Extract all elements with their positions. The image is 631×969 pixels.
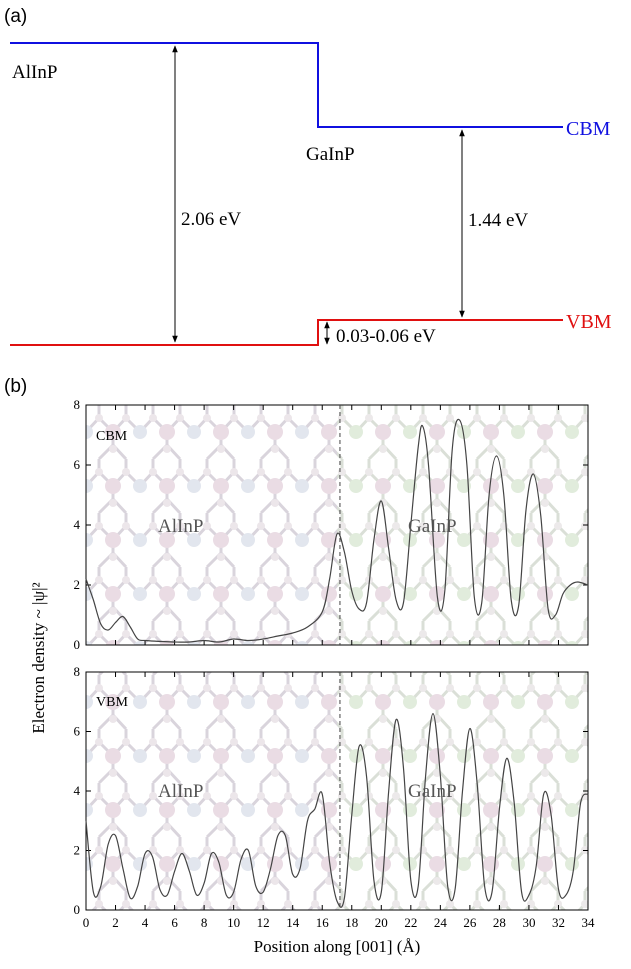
top-ytick-label: 8 <box>74 397 81 412</box>
alinp-gap-value: 2.06 eV <box>181 209 241 230</box>
bottom-right-material: GaInP <box>408 781 457 802</box>
gainp-label: GaInP <box>306 144 355 165</box>
x-tick-label: 4 <box>142 915 149 930</box>
top-ytick-label: 2 <box>74 577 81 592</box>
x-axis-label: Position along [001] (Å) <box>254 937 421 956</box>
top-plot: 0 2 4 6 8 <box>74 397 589 652</box>
x-tick-label: 34 <box>582 915 596 930</box>
vbo-value: 0.03-0.06 eV <box>336 326 436 347</box>
x-tick-label: 24 <box>434 915 448 930</box>
bottom-ytick-label: 6 <box>74 724 81 739</box>
top-ytick-label: 0 <box>74 637 81 652</box>
bottom-left-material: AlInP <box>158 781 203 802</box>
alinp-label: AlInP <box>12 62 57 83</box>
bottom-ytick-label: 2 <box>74 843 81 858</box>
x-tick-label: 12 <box>257 915 270 930</box>
x-tick-label: 20 <box>375 915 388 930</box>
bottom-ytick-label: 8 <box>74 664 81 679</box>
top-density-curve <box>85 418 589 643</box>
bottom-ytick-label: 0 <box>74 902 81 917</box>
bottom-lattice-left <box>86 672 337 910</box>
vbm-label: VBM <box>566 311 612 333</box>
x-tick-label: 26 <box>463 915 477 930</box>
top-left-material: AlInP <box>158 516 203 537</box>
x-tick-label: 22 <box>404 915 417 930</box>
x-tick-label: 6 <box>171 915 178 930</box>
cbm-label: CBM <box>566 118 611 140</box>
top-lattice-right <box>337 405 588 645</box>
x-tick-label: 14 <box>286 915 300 930</box>
x-tick-label: 28 <box>493 915 506 930</box>
x-tick-label: 8 <box>201 915 208 930</box>
top-ytick-label: 4 <box>74 517 81 532</box>
top-plot-tag: CBM <box>96 429 128 444</box>
x-tick-label: 2 <box>112 915 119 930</box>
cbm-line <box>10 42 563 128</box>
x-tick-label: 10 <box>227 915 240 930</box>
bottom-plot-tag: VBM <box>96 695 128 710</box>
bottom-density-curve <box>85 712 589 908</box>
bottom-ytick-label: 4 <box>74 783 81 798</box>
y-axis-label: Electron density ~ |ψ|² <box>29 582 48 733</box>
top-right-material: GaInP <box>408 516 457 537</box>
panel-a: (a) AlInP GaInP CBM VBM 2.06 eV 1.44 eV … <box>4 6 612 347</box>
x-tick-label: 18 <box>345 915 358 930</box>
x-tick-label: 30 <box>522 915 535 930</box>
top-ytick-label: 6 <box>74 457 81 472</box>
x-tick-label: 32 <box>552 915 565 930</box>
top-lattice-left <box>86 405 337 645</box>
x-tick-label: 0 <box>83 915 90 930</box>
panel-a-label: (a) <box>4 6 27 27</box>
gainp-gap-value: 1.44 eV <box>468 210 528 231</box>
x-tick-label: 16 <box>316 915 330 930</box>
panel-b-label: (b) <box>4 376 27 397</box>
vbm-line <box>10 319 563 346</box>
